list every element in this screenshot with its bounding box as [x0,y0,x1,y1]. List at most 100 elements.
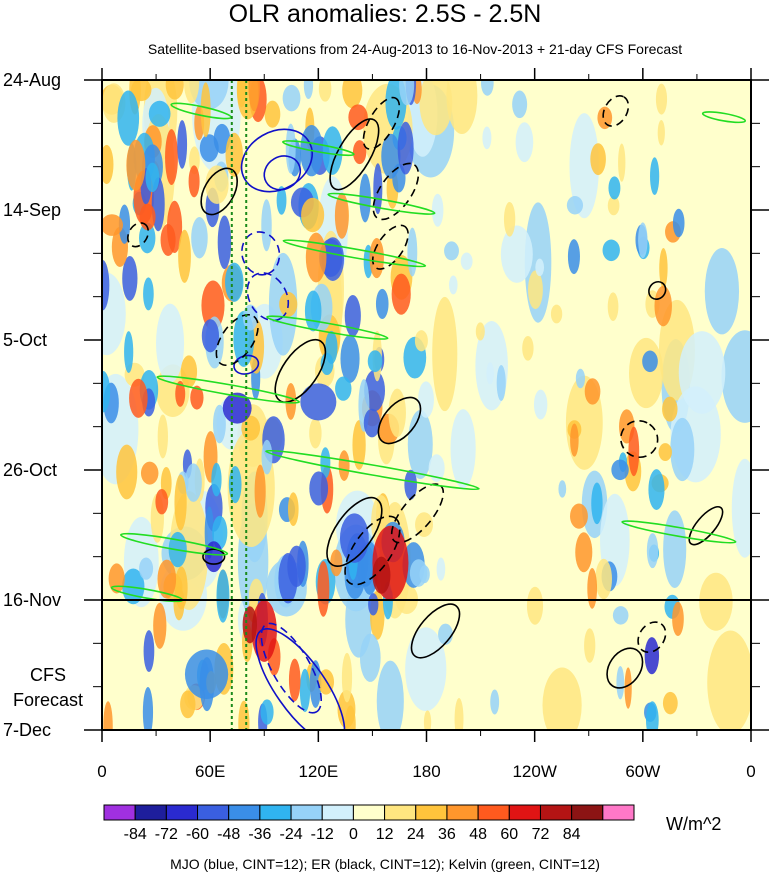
kelvin-contour [282,140,355,157]
anomaly-patch [638,222,648,259]
anomaly-patch [475,322,485,341]
anomaly-patch [405,627,447,712]
anomaly-patch [156,303,185,383]
anomaly-patch [251,600,277,662]
anomaly-patch [535,258,545,277]
colorbar-tick-label: 12 [376,826,394,843]
anomaly-patch [102,214,123,236]
anomaly-patch [264,100,281,128]
anomaly-patch [654,285,672,327]
anomaly-patch [334,192,349,239]
anomaly-patch [180,355,198,388]
anomaly-patch [236,80,247,108]
anomaly-patch [678,331,726,414]
anomaly-patch [183,80,200,104]
anomaly-patch [454,697,464,730]
anomaly-patch [432,296,458,412]
anomaly-patch [301,197,325,233]
anomaly-patch [309,418,322,449]
chart-title: OLR anomalies: 2.5S - 2.5N [228,0,542,28]
anomaly-patch [165,129,178,186]
anomaly-patch [608,176,621,200]
anomaly-patch [212,515,228,550]
er-contour [326,496,383,567]
x-tick-label: 180 [412,762,440,781]
anomaly-patch [184,649,229,700]
anomaly-patch [388,388,406,438]
anomaly-patch [191,217,208,259]
forecast-label-line1: CFS [30,665,66,685]
anomaly-patch [217,215,232,270]
anomaly-patch [648,469,665,510]
anomaly-patch [367,350,383,373]
colorbar-swatch [571,804,604,821]
colorbar-tick-label: 24 [407,826,425,843]
anomaly-patch [645,701,659,730]
anomaly-patch [438,623,453,645]
anomaly-patch [503,201,516,237]
anomaly-patch [325,330,338,365]
anomaly-patch [122,568,145,605]
colorbar-swatch [228,804,261,821]
anomaly-patch [391,273,411,315]
anomaly-patch [618,143,626,182]
anomaly-patch [595,558,612,600]
anomaly-patch [460,252,473,271]
anomaly-patch [309,660,322,708]
kelvin-contour [266,315,389,340]
anomaly-patch [512,90,528,119]
x-tick-label: 60W [625,762,660,781]
anomaly-patch [672,601,684,636]
anomaly-patch [338,450,350,481]
chart-subtitle: Satellite-based bservations from 24-Aug-… [147,41,683,57]
anomaly-patch [611,459,629,481]
anomaly-patch [550,304,563,324]
anomaly-patch [481,80,494,96]
mjo-contour [263,155,302,191]
y-tick-label: 7-Dec [3,720,51,740]
anomaly-patch [419,80,453,136]
anomaly-patch [607,292,619,321]
anomaly-patch [188,165,200,198]
anomaly-patch [646,533,659,569]
colorbar-tick-label: -48 [217,826,240,843]
anomaly-patch [644,637,660,675]
anomaly-patch [122,255,138,301]
x-tick-label: 0 [97,762,106,781]
anomaly-patch [375,288,389,319]
colorbar-tick-label: -60 [186,826,209,843]
anomaly-patch [590,143,606,176]
anomaly-patch [533,389,548,420]
anomaly-patch [165,80,184,100]
anomaly-patch [658,443,672,461]
mjo-contour [246,272,290,322]
mjo-contour [255,627,346,730]
anomaly-patch [450,409,476,489]
anomaly-patch [330,549,343,577]
anomaly-patch [399,80,415,106]
anomaly-patch [261,199,272,252]
y-tick-label: 26-Oct [3,460,57,480]
anomaly-patch [569,113,599,219]
mjo-contour [240,128,313,193]
x-tick-label: 120W [512,762,556,781]
colorbar-swatch [290,804,323,821]
anomaly-patch [657,119,665,146]
anomaly-patch [369,238,384,279]
anomaly-patch [662,396,678,422]
anomaly-patch [222,392,252,424]
colorbar-swatch [446,804,479,821]
anomaly-patch [368,593,379,616]
anomaly-patch [309,471,329,506]
anomaly-patch [139,557,154,580]
kelvin-contour [120,532,229,556]
kelvin-contour [282,239,427,268]
er-contour [362,96,401,150]
er-contour [127,222,150,248]
anomaly-patch [526,586,544,625]
anomaly-patch [597,106,613,130]
anomaly-patch [612,606,629,625]
anomaly-patch [102,144,114,185]
anomaly-patch [340,334,360,383]
er-contour [215,313,259,367]
